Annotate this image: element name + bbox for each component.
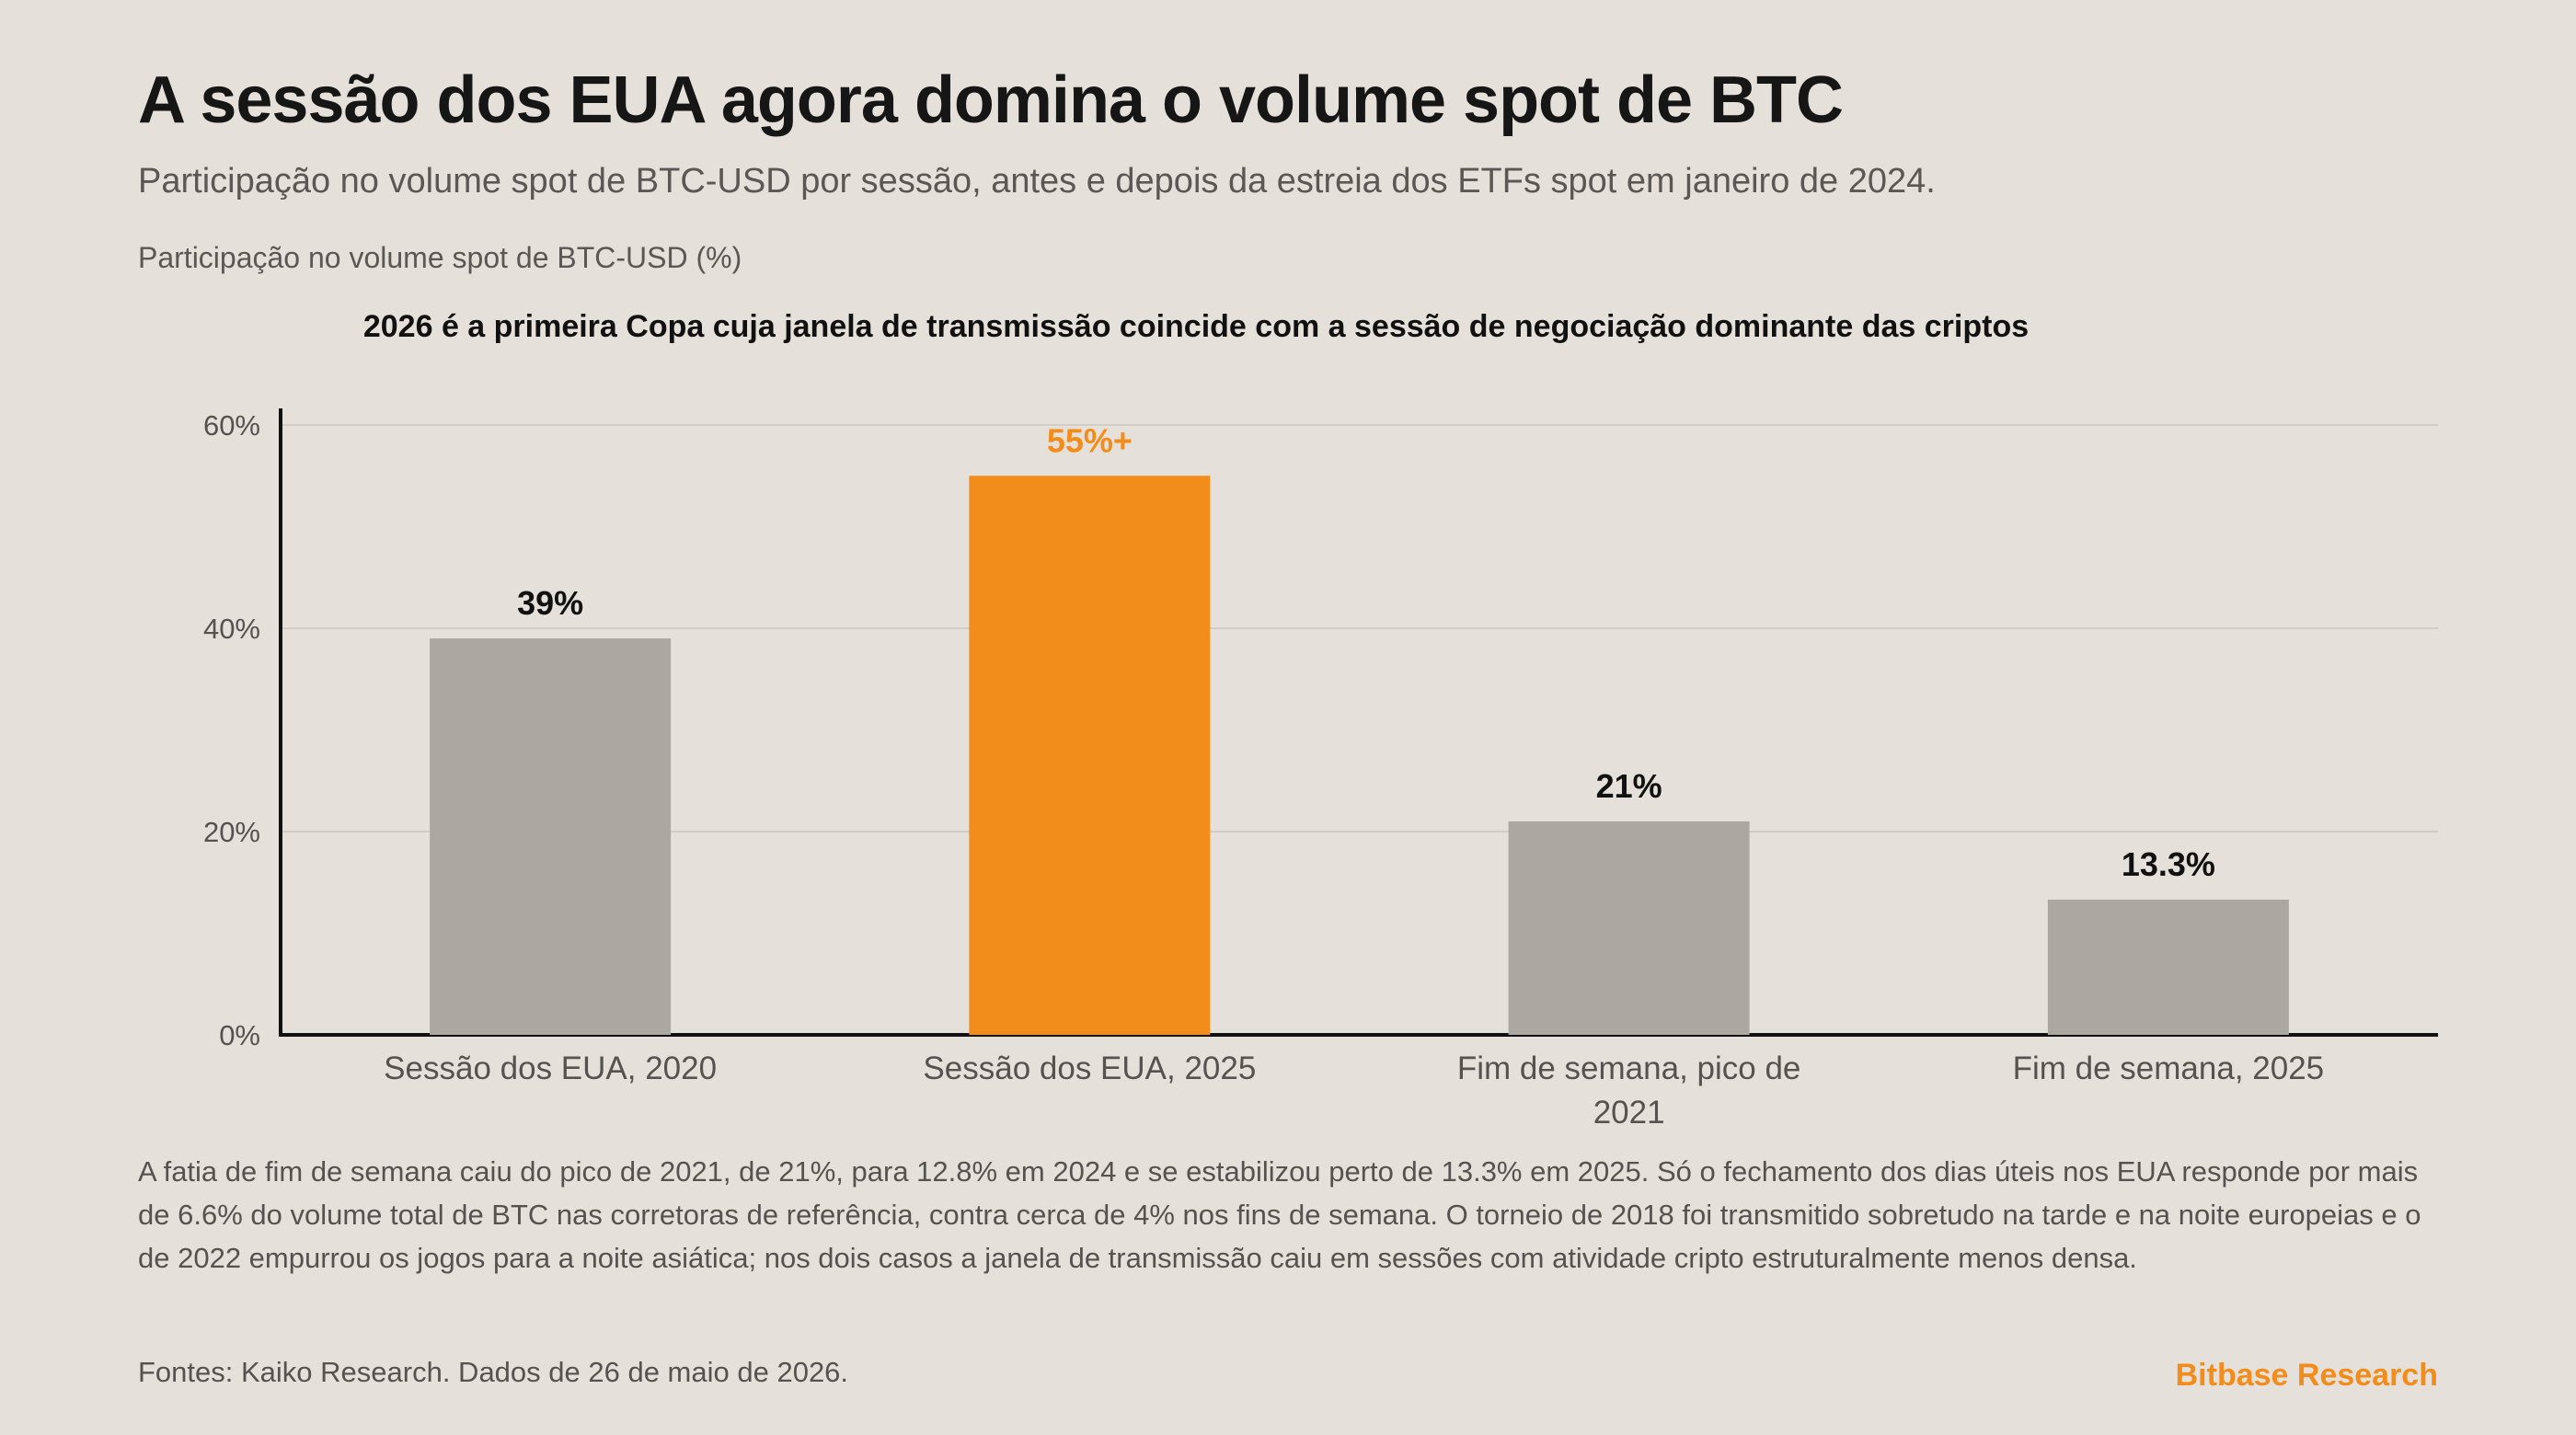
y-tick-label: 40% <box>203 613 260 645</box>
x-tick-label: Sessão dos EUA, 2025 <box>923 1050 1256 1086</box>
x-tick-label: 2021 <box>1593 1095 1665 1131</box>
chart-annotation: 2026 é a primeira Copa cuja janela de tr… <box>362 309 2030 344</box>
bar-value-label: 21% <box>1596 767 1662 805</box>
bar-value-label: 13.3% <box>2122 845 2215 883</box>
bar-value-label: 39% <box>517 584 583 622</box>
y-tick-label: 0% <box>219 1019 260 1051</box>
bar <box>1508 821 1750 1035</box>
bar-highlight <box>969 476 1211 1035</box>
y-axis-label: Participação no volume spot de BTC-USD (… <box>138 241 742 274</box>
x-tick-label: Sessão dos EUA, 2020 <box>384 1050 717 1086</box>
y-tick-label: 60% <box>203 409 260 442</box>
chart-subtitle: Participação no volume spot de BTC-USD p… <box>138 162 1936 201</box>
bar-value-label: 55%+ <box>1047 421 1133 459</box>
x-tick-label: Fim de semana, 2025 <box>2013 1050 2325 1086</box>
bar-chart: 0% 20% 40% 60% 39% Sessão dos EUA, 2020 55%+ Se… <box>203 408 2438 1131</box>
y-tick-label: 20% <box>203 816 260 848</box>
x-tick-label: Fim de semana, pico de <box>1457 1050 1801 1086</box>
chart-title: A sessão dos EUA agora domina o volume s… <box>138 63 1844 137</box>
source-text: Fontes: Kaiko Research. Dados de 26 de m… <box>138 1356 849 1388</box>
brand-logo-text: Bitbase Research <box>2175 1358 2438 1393</box>
bar <box>430 638 672 1035</box>
bar <box>2047 900 2289 1035</box>
footnote: A fatia de fim de semana caiu do pico de… <box>138 1155 2421 1274</box>
